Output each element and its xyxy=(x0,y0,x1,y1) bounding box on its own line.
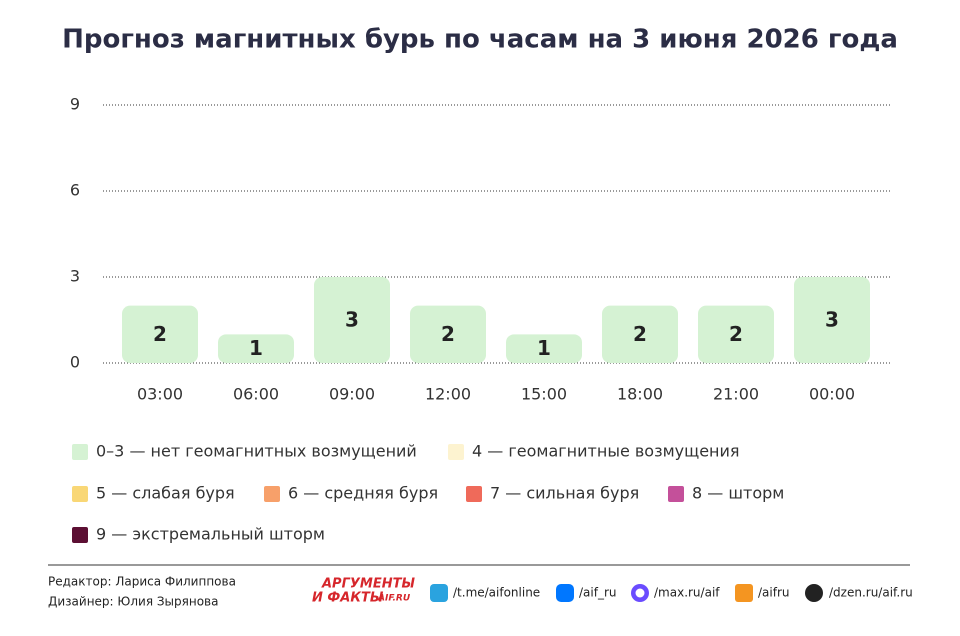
legend-label: 5 — слабая буря xyxy=(96,484,235,503)
bar xyxy=(122,305,198,363)
link[interactable]: /dzen.ru/aif.ru xyxy=(829,586,913,600)
bar xyxy=(602,305,678,363)
y-tick-label: 3 xyxy=(70,267,80,286)
legend-label: 7 — сильная буря xyxy=(490,484,639,503)
bar xyxy=(410,305,486,363)
link[interactable]: /t.me/aifonline xyxy=(453,586,540,600)
value-label: 2 xyxy=(441,322,455,346)
y-tick-label: 0 xyxy=(70,353,80,372)
value-label: 2 xyxy=(729,322,743,346)
y-tick-label: 9 xyxy=(70,95,80,114)
x-tick-label: 06:00 xyxy=(233,385,279,404)
value-label: 3 xyxy=(825,308,839,332)
bar xyxy=(794,277,870,363)
bar xyxy=(506,334,582,363)
legend-swatch xyxy=(72,527,88,543)
logo-line: И ФАКТЫ xyxy=(312,591,384,606)
designer: Дизайнер: Юлия Зырянова xyxy=(48,595,218,609)
x-tick-label: 12:00 xyxy=(425,385,471,404)
legend-swatch xyxy=(72,444,88,460)
legend-label: 4 — геомагнитные возмущения xyxy=(472,442,740,461)
bar xyxy=(698,305,774,363)
link[interactable]: /aif_ru xyxy=(579,586,617,600)
vk-icon xyxy=(556,584,574,602)
legend-label: 8 — шторм xyxy=(692,484,784,503)
x-tick-label: 09:00 xyxy=(329,385,375,404)
chart-title: Прогноз магнитных бурь по часам на 3 июн… xyxy=(62,25,898,55)
value-label: 2 xyxy=(153,322,167,346)
logo-line: AIF.RU xyxy=(377,594,411,604)
value-label: 3 xyxy=(345,308,359,332)
value-label: 1 xyxy=(249,336,263,360)
bar xyxy=(218,334,294,363)
x-tick-label: 15:00 xyxy=(521,385,567,404)
logo: АРГУМЕНТЫ И ФАКТЫ AIF.RU xyxy=(312,577,415,606)
legend-swatch xyxy=(448,444,464,460)
x-tick-label: 18:00 xyxy=(617,385,663,404)
legend-label: 0–3 — нет геомагнитных возмущений xyxy=(96,442,417,461)
legend-label: 6 — средняя буря xyxy=(288,484,438,503)
bar xyxy=(314,277,390,363)
legend-swatch xyxy=(72,486,88,502)
link[interactable]: /max.ru/aif xyxy=(654,586,720,600)
value-label: 2 xyxy=(633,322,647,346)
legend-swatch xyxy=(668,486,684,502)
link[interactable]: /aifru xyxy=(758,586,790,600)
editor: Редактор: Лариса Филиппова xyxy=(48,575,236,589)
legend-label: 9 — экстремальный шторм xyxy=(96,525,325,544)
y-tick-label: 6 xyxy=(70,181,80,200)
legend-swatch xyxy=(264,486,280,502)
dzen-icon xyxy=(805,584,823,602)
legend-swatch xyxy=(466,486,482,502)
ok-icon xyxy=(735,584,753,602)
value-label: 1 xyxy=(537,336,551,360)
social-icons xyxy=(430,584,823,602)
max-icon-inner xyxy=(635,588,645,598)
x-tick-label: 03:00 xyxy=(137,385,183,404)
x-tick-label: 00:00 xyxy=(809,385,855,404)
telegram-icon xyxy=(430,584,448,602)
x-tick-label: 21:00 xyxy=(713,385,759,404)
logo-line: АРГУМЕНТЫ xyxy=(321,577,415,592)
